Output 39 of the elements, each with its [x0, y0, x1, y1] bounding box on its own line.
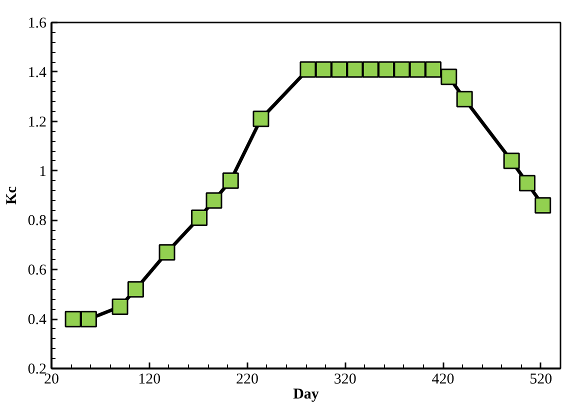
point	[394, 61, 410, 78]
point	[112, 298, 128, 315]
point	[378, 61, 395, 78]
point	[127, 281, 144, 298]
point	[503, 152, 520, 170]
point	[222, 172, 239, 189]
x-tick-label: 20	[44, 372, 59, 388]
point	[425, 61, 442, 78]
y-tick-label: 0.8	[28, 213, 46, 230]
point	[440, 68, 458, 86]
y-tick-label: 0.6	[28, 262, 47, 279]
y-tick-label: 1.2	[28, 114, 46, 130]
point	[534, 197, 552, 214]
y-tick-label: 0.4	[28, 312, 47, 328]
point	[158, 244, 176, 261]
y-tick-label: 1.6	[28, 16, 47, 32]
y-tick-label: 1	[39, 164, 46, 180]
y-axis-title: Kc	[4, 186, 20, 205]
point	[315, 61, 332, 78]
y-tick-label: 1.4	[28, 64, 47, 81]
point	[64, 310, 82, 328]
point	[409, 61, 426, 78]
point	[518, 174, 536, 192]
y-tick-label: 0.2	[28, 362, 46, 378]
point	[206, 192, 222, 209]
x-tick-label: 120	[138, 372, 161, 388]
x-tick-label: 520	[530, 372, 552, 388]
point	[300, 61, 316, 78]
point	[331, 61, 348, 78]
x-axis-title: Day	[293, 386, 320, 402]
point	[191, 209, 208, 226]
point	[80, 310, 97, 328]
x-tick-label: 420	[432, 372, 454, 388]
x-tick-label: 220	[236, 372, 259, 388]
point	[456, 90, 473, 108]
point	[346, 61, 364, 78]
x-tick-label: 320	[334, 372, 356, 388]
point	[362, 61, 379, 78]
point	[252, 110, 270, 128]
